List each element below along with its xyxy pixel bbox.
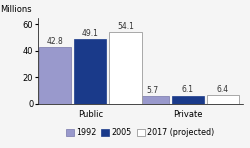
Legend: 1992, 2005, 2017 (projected): 1992, 2005, 2017 (projected) (66, 128, 214, 137)
Text: Public: Public (78, 110, 103, 119)
Text: 54.1: 54.1 (117, 22, 134, 31)
Text: 42.8: 42.8 (47, 37, 64, 46)
Text: Millions: Millions (0, 5, 32, 14)
Text: 49.1: 49.1 (82, 29, 99, 38)
Text: 5.7: 5.7 (147, 86, 159, 95)
Text: Private: Private (173, 110, 203, 119)
Bar (172, 96, 204, 104)
Bar (207, 95, 239, 104)
Bar (74, 39, 106, 104)
Text: 6.4: 6.4 (217, 85, 229, 94)
Bar (136, 96, 169, 104)
Text: 6.1: 6.1 (182, 86, 194, 94)
Bar (109, 32, 142, 104)
Bar (39, 47, 71, 104)
